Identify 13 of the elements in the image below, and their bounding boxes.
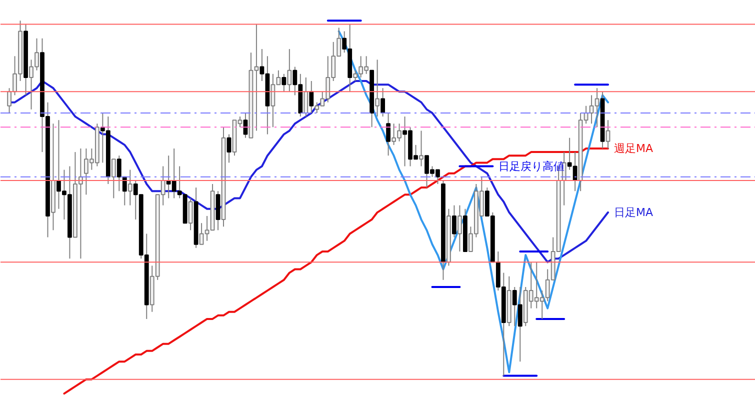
candlestick <box>375 59 380 118</box>
candlestick <box>606 120 610 149</box>
candlestick <box>287 48 292 92</box>
candlestick <box>111 158 116 199</box>
candlestick <box>419 130 424 167</box>
candlestick <box>458 204 462 252</box>
candlestick <box>128 169 132 206</box>
candlestick <box>188 198 193 231</box>
candlestick <box>7 88 12 114</box>
candlestick <box>304 76 308 118</box>
series-label: 日足戻り高値 <box>498 160 565 173</box>
series-label: 日足MA <box>614 206 654 219</box>
series-label: 週足MA <box>614 142 654 155</box>
